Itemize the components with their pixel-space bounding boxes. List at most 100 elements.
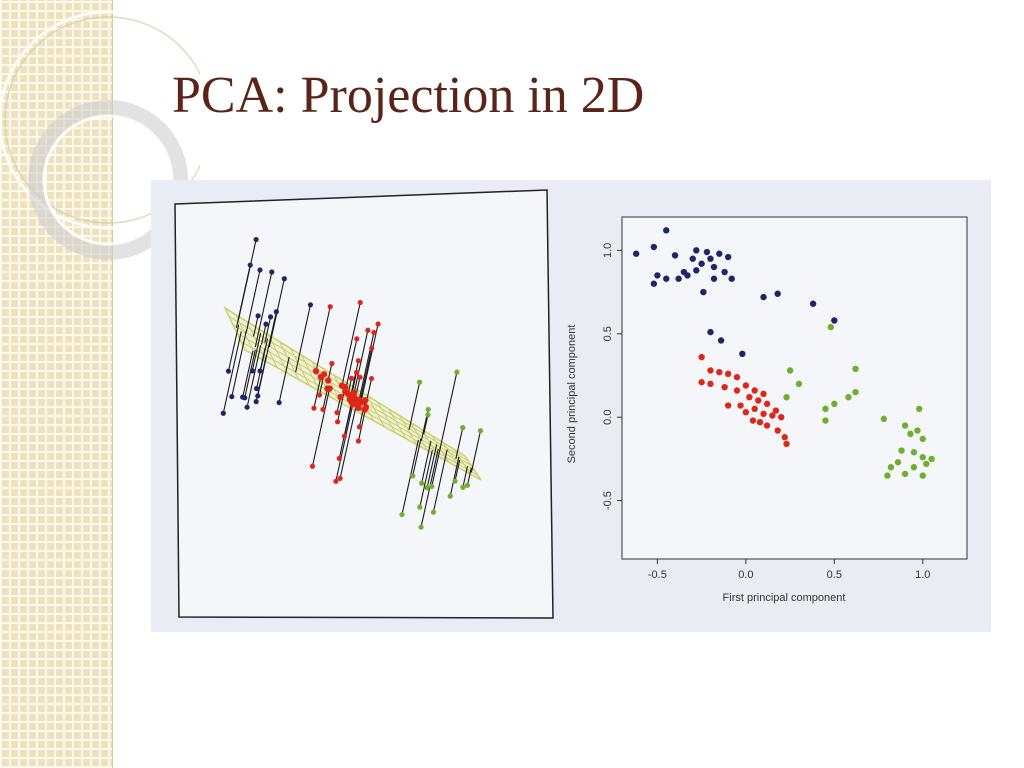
scatter-point-green bbox=[919, 472, 926, 479]
point-3d-green bbox=[447, 493, 453, 499]
point-3d-red bbox=[356, 424, 362, 430]
y-axis-label: Second principal component bbox=[566, 325, 578, 464]
point-3d-navy bbox=[253, 399, 259, 405]
projection-line bbox=[466, 467, 472, 486]
scatter-point-red bbox=[772, 407, 780, 414]
scatter-point-green bbox=[898, 447, 905, 454]
point-3d-red bbox=[327, 304, 333, 310]
projection-line bbox=[439, 372, 458, 450]
scatter-point-green bbox=[901, 422, 909, 429]
projected-point-red bbox=[362, 404, 370, 411]
projection-line bbox=[455, 427, 464, 459]
scatter-point-green bbox=[783, 393, 790, 401]
y-tick-label: 0.0 bbox=[602, 410, 614, 425]
point-3d-red bbox=[357, 374, 363, 380]
projection-line bbox=[454, 459, 461, 482]
projection-line bbox=[335, 404, 354, 482]
point-3d-red bbox=[368, 375, 375, 382]
projection-line bbox=[254, 271, 273, 348]
point-3d-green bbox=[460, 484, 466, 490]
scatter-point-navy bbox=[654, 272, 661, 279]
scatter-point-navy bbox=[703, 248, 711, 256]
projection-line bbox=[322, 388, 329, 410]
scatter-point-red bbox=[742, 408, 750, 416]
point-3d-red bbox=[357, 299, 363, 306]
pca-3d-panel bbox=[174, 189, 554, 619]
point-3d-navy bbox=[247, 262, 253, 268]
point-3d-navy bbox=[220, 410, 226, 416]
scatter-point-navy bbox=[700, 288, 707, 296]
scatter-point-red bbox=[763, 422, 771, 429]
scatter-point-green bbox=[910, 464, 918, 471]
scatter-point-navy bbox=[663, 227, 670, 234]
scatter-point-red bbox=[742, 382, 750, 389]
projection-line bbox=[426, 444, 438, 488]
point-3d-red bbox=[355, 358, 362, 364]
scatter-point-red bbox=[698, 378, 705, 386]
scatter-point-green bbox=[894, 459, 902, 466]
point-3d-red bbox=[354, 336, 360, 342]
point-3d-red bbox=[348, 375, 355, 381]
projected-point-red bbox=[338, 382, 346, 389]
projection-line bbox=[408, 382, 421, 431]
scatter-point-red bbox=[724, 402, 732, 409]
scatter-point-red bbox=[751, 405, 758, 413]
scatter-point-green bbox=[822, 405, 829, 413]
point-3d-red bbox=[353, 369, 360, 376]
plane-grid-line bbox=[377, 401, 396, 433]
projection-line bbox=[412, 438, 422, 476]
scatter-point-red bbox=[760, 410, 767, 418]
scatter-point-navy bbox=[632, 250, 640, 257]
scatter-point-navy bbox=[716, 250, 723, 257]
projection-line bbox=[231, 329, 248, 397]
projection-line bbox=[246, 345, 262, 408]
x-axis: -0.5 0.0 0.5 1.0 bbox=[648, 559, 930, 581]
projected-point-red bbox=[349, 397, 356, 404]
point-3d-green bbox=[454, 369, 460, 375]
scatter-point-green bbox=[907, 430, 914, 438]
point-3d-navy bbox=[255, 393, 261, 399]
scatter-point-red bbox=[756, 419, 764, 426]
projection-line bbox=[358, 332, 375, 401]
y-tick-label: -0.5 bbox=[602, 491, 614, 510]
point-3d-green bbox=[464, 482, 471, 488]
projection-line bbox=[244, 349, 256, 398]
scatter-point-navy bbox=[675, 275, 682, 282]
scatter-points bbox=[632, 227, 935, 479]
scatter-point-green bbox=[852, 388, 859, 396]
scatter-point-red bbox=[751, 387, 758, 394]
x-axis-label: First principal component bbox=[723, 592, 846, 604]
scatter-point-navy bbox=[710, 275, 718, 282]
projected-point-red bbox=[324, 385, 331, 392]
point-3d-red bbox=[311, 405, 317, 411]
projection-line bbox=[470, 430, 482, 473]
projection-line bbox=[260, 323, 267, 345]
x-tick-label: 0.5 bbox=[827, 569, 842, 581]
scatter-point-navy bbox=[721, 268, 728, 276]
y-axis: -0.5 0.0 0.5 1.0 bbox=[602, 243, 622, 510]
scatter-point-navy bbox=[760, 293, 767, 301]
projection-line bbox=[313, 376, 322, 409]
projection-line bbox=[227, 324, 240, 372]
scatter-point-navy bbox=[650, 280, 658, 287]
point-3d-navy bbox=[244, 404, 250, 410]
scatter-point-green bbox=[919, 454, 926, 461]
scatter-point-green bbox=[831, 400, 838, 408]
scatter-point-navy bbox=[728, 275, 735, 282]
scatter-point-green bbox=[910, 449, 918, 456]
scatter-point-navy bbox=[809, 300, 817, 307]
scatter-point-green bbox=[786, 367, 794, 374]
projected-point-red bbox=[312, 367, 320, 375]
point-3d-red bbox=[375, 321, 381, 327]
scatter-point-green bbox=[827, 323, 834, 331]
pca-2d-panel: -0.5 0.0 0.5 1.0 -0.5 0.0 0.5 1.0 First princi… bbox=[566, 216, 968, 604]
scatter-point-navy bbox=[684, 272, 691, 279]
scatter-point-navy bbox=[650, 243, 658, 251]
projection-line bbox=[432, 449, 448, 513]
point-3d-navy bbox=[263, 321, 269, 327]
scatter-point-red bbox=[698, 353, 705, 361]
scatter-point-red bbox=[707, 380, 714, 388]
scatter-point-navy bbox=[698, 260, 705, 267]
point-3d-navy bbox=[253, 236, 259, 243]
scatter-point-navy bbox=[707, 328, 714, 336]
